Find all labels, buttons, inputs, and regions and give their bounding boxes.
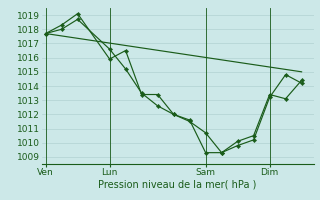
X-axis label: Pression niveau de la mer( hPa ): Pression niveau de la mer( hPa ) bbox=[99, 180, 257, 190]
